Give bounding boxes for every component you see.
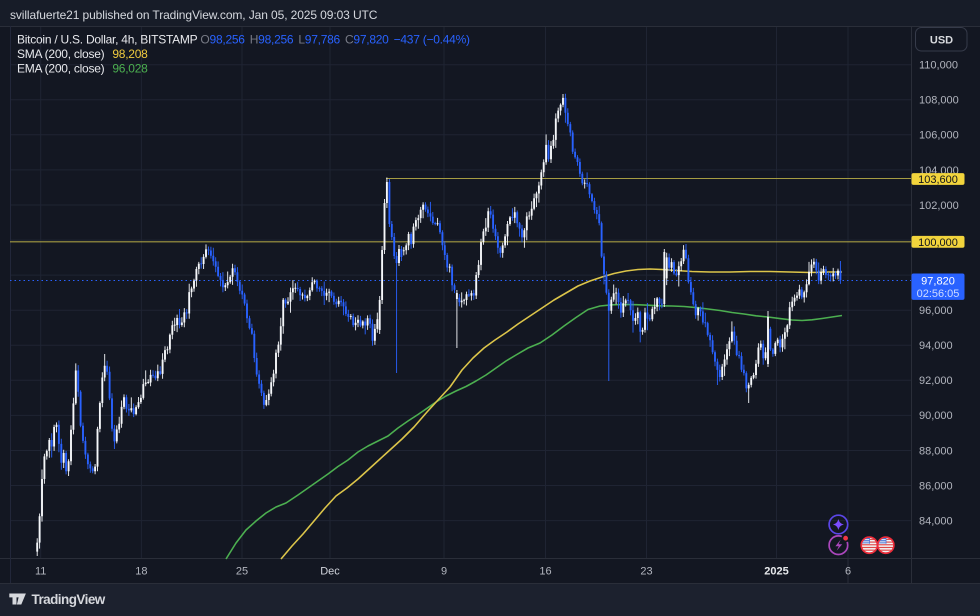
svg-text:84,000: 84,000 [919, 516, 953, 528]
svg-text:Dec: Dec [320, 566, 340, 578]
svg-text:103,600: 103,600 [918, 174, 958, 186]
svg-text:106,000: 106,000 [919, 130, 959, 142]
svg-text:18: 18 [135, 566, 147, 578]
svg-text:96,000: 96,000 [919, 305, 953, 317]
svg-text:11: 11 [35, 566, 46, 578]
svg-text:USD: USD [930, 35, 953, 47]
svg-text:EMA (200, close)96,028: EMA (200, close) 96,028 [17, 62, 148, 76]
svg-text:svillafuerte21 published on Tr: svillafuerte21 published on TradingView.… [10, 8, 378, 22]
svg-text:100,000: 100,000 [918, 237, 958, 249]
svg-text:2025: 2025 [764, 566, 788, 578]
svg-text:102,000: 102,000 [919, 200, 959, 212]
svg-text:Bitcoin / U.S. Dollar, 4h, BIT: Bitcoin / U.S. Dollar, 4h, BITSTAMP O98,2… [17, 33, 470, 47]
svg-text:110,000: 110,000 [919, 60, 958, 72]
svg-text:16: 16 [539, 566, 551, 578]
svg-text:88,000: 88,000 [919, 445, 953, 457]
svg-text:SMA (200, close)98,208: SMA (200, close) 98,208 [17, 47, 148, 61]
svg-text:23: 23 [640, 566, 652, 578]
svg-text:94,000: 94,000 [919, 340, 953, 352]
svg-text:9: 9 [441, 566, 447, 578]
svg-text:6: 6 [845, 566, 851, 578]
svg-text:92,000: 92,000 [919, 375, 953, 387]
svg-text:108,000: 108,000 [919, 95, 959, 107]
svg-text:90,000: 90,000 [919, 410, 953, 422]
svg-text:02:56:05: 02:56:05 [917, 288, 960, 300]
svg-text:97,820: 97,820 [921, 276, 955, 288]
svg-text:86,000: 86,000 [919, 480, 953, 492]
svg-text:25: 25 [236, 566, 248, 578]
svg-text:TradingView: TradingView [32, 592, 106, 607]
